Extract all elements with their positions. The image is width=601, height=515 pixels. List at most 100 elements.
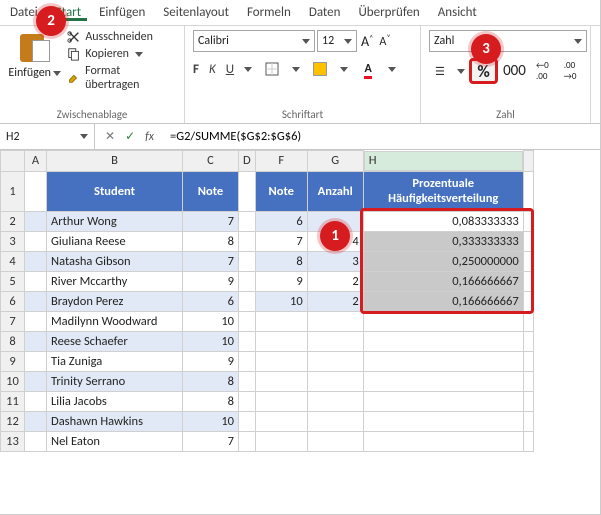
- cell-H10[interactable]: [363, 371, 523, 391]
- formula-input[interactable]: =G2/SUMME($G$2:$G$6): [164, 129, 600, 144]
- rowhead-7[interactable]: 7: [1, 311, 25, 331]
- rowhead-2[interactable]: 2: [1, 211, 25, 231]
- enter-icon[interactable]: ✓: [125, 129, 135, 144]
- increase-decimal-button[interactable]: ←0.00: [530, 60, 554, 82]
- borders-button[interactable]: [260, 58, 284, 80]
- cell-G7[interactable]: [307, 311, 363, 331]
- decrease-font-icon[interactable]: A˅: [377, 33, 392, 49]
- cell-G11[interactable]: [307, 391, 363, 411]
- cell-C6[interactable]: 6: [183, 291, 239, 311]
- cell-C7[interactable]: 10: [183, 311, 239, 331]
- colhead-G[interactable]: G: [307, 151, 363, 172]
- rowhead-4[interactable]: 4: [1, 251, 25, 271]
- currency-button[interactable]: ☰: [429, 60, 453, 82]
- fx-icon[interactable]: fх: [145, 130, 154, 144]
- cell-B10[interactable]: Trinity Serrano: [47, 371, 183, 391]
- rowhead-11[interactable]: 11: [1, 391, 25, 411]
- comma-button[interactable]: 000: [502, 60, 526, 82]
- cell-G4[interactable]: 3: [307, 251, 363, 271]
- cancel-icon[interactable]: ✕: [105, 129, 115, 144]
- select-all-corner[interactable]: [1, 151, 25, 172]
- tab-ansicht[interactable]: Ansicht: [438, 5, 477, 20]
- rowhead-9[interactable]: 9: [1, 351, 25, 371]
- cell-B7[interactable]: Madilynn Woodward: [47, 311, 183, 331]
- tab-formeln[interactable]: Formeln: [247, 5, 291, 20]
- cell-F11[interactable]: [255, 391, 307, 411]
- cell-H7[interactable]: [363, 311, 523, 331]
- cell-H5[interactable]: 0,166666667: [363, 271, 523, 291]
- rowhead-3[interactable]: 3: [1, 231, 25, 251]
- cell-C10[interactable]: 8: [183, 371, 239, 391]
- cell-G6[interactable]: 2: [307, 291, 363, 311]
- rowhead-1[interactable]: 1: [1, 171, 25, 211]
- tab-datei[interactable]: Datei: [10, 5, 38, 20]
- colhead-F[interactable]: F: [255, 151, 307, 172]
- font-color-button[interactable]: A: [356, 58, 380, 80]
- cell-F5[interactable]: 9: [255, 271, 307, 291]
- underline-button[interactable]: U: [226, 62, 234, 77]
- cell-B5[interactable]: River Mccarthy: [47, 271, 183, 291]
- colhead-C[interactable]: C: [183, 151, 239, 172]
- rowhead-6[interactable]: 6: [1, 291, 25, 311]
- cell-C2[interactable]: 7: [183, 211, 239, 231]
- cell-G9[interactable]: [307, 351, 363, 371]
- rowhead-12[interactable]: 12: [1, 411, 25, 431]
- spreadsheet-grid[interactable]: A B C D F G H 1 Student Note Note Anzahl…: [0, 150, 534, 452]
- cell-F3[interactable]: 7: [255, 231, 307, 251]
- cell-B12[interactable]: Dashawn Hawkins: [47, 411, 183, 431]
- cell-C13[interactable]: 7: [183, 431, 239, 451]
- copy-button[interactable]: Kopieren: [67, 47, 176, 61]
- cell-H3[interactable]: 0,333333333: [363, 231, 523, 251]
- cell-H4[interactable]: 0,250000000: [363, 251, 523, 271]
- cell-B2[interactable]: Arthur Wong: [47, 211, 183, 231]
- rowhead-13[interactable]: 13: [1, 431, 25, 451]
- cell-H6[interactable]: 0,166666667: [363, 291, 523, 311]
- decrease-decimal-button[interactable]: .00→0: [558, 60, 582, 82]
- cell-G12[interactable]: [307, 411, 363, 431]
- cell-C12[interactable]: 10: [183, 411, 239, 431]
- cell-F12[interactable]: [255, 411, 307, 431]
- cell-C3[interactable]: 8: [183, 231, 239, 251]
- bold-button[interactable]: F: [193, 62, 199, 77]
- colhead-D[interactable]: D: [239, 151, 256, 172]
- cell-C8[interactable]: 10: [183, 331, 239, 351]
- fill-color-button[interactable]: [308, 58, 332, 80]
- cell-B11[interactable]: Lilia Jacobs: [47, 391, 183, 411]
- cell-B3[interactable]: Giuliana Reese: [47, 231, 183, 251]
- cell-F6[interactable]: 10: [255, 291, 307, 311]
- cell-H13[interactable]: [363, 431, 523, 451]
- cell-B4[interactable]: Natasha Gibson: [47, 251, 183, 271]
- italic-button[interactable]: K: [209, 62, 216, 77]
- rowhead-10[interactable]: 10: [1, 371, 25, 391]
- cell-C11[interactable]: 8: [183, 391, 239, 411]
- number-format-select[interactable]: Zahl: [429, 30, 587, 52]
- cell-C4[interactable]: 7: [183, 251, 239, 271]
- cell-B8[interactable]: Reese Schaefer: [47, 331, 183, 351]
- cell-H9[interactable]: [363, 351, 523, 371]
- name-box[interactable]: H2: [0, 124, 95, 149]
- cell-B13[interactable]: Nel Eaton: [47, 431, 183, 451]
- cell-F7[interactable]: [255, 311, 307, 331]
- cell-G13[interactable]: [307, 431, 363, 451]
- cell-B6[interactable]: Braydon Perez: [47, 291, 183, 311]
- cell-B9[interactable]: Tia Zuniga: [47, 351, 183, 371]
- cell-F9[interactable]: [255, 351, 307, 371]
- paste-button[interactable]: Einfügen: [8, 30, 61, 80]
- colhead-B[interactable]: B: [47, 151, 183, 172]
- cell-F2[interactable]: 6: [255, 211, 307, 231]
- cell-F4[interactable]: 8: [255, 251, 307, 271]
- increase-font-icon[interactable]: A˄: [359, 33, 375, 50]
- tab-seitenlayout[interactable]: Seitenlayout: [163, 5, 229, 20]
- tab-daten[interactable]: Daten: [309, 5, 341, 20]
- tab-einfuegen[interactable]: Einfügen: [99, 5, 145, 20]
- cell-H12[interactable]: [363, 411, 523, 431]
- cell-H8[interactable]: [363, 331, 523, 351]
- cell-H2[interactable]: 0,083333333: [363, 211, 523, 231]
- cell-C9[interactable]: 9: [183, 351, 239, 371]
- cell-F13[interactable]: [255, 431, 307, 451]
- cut-button[interactable]: Ausschneiden: [67, 30, 176, 44]
- rowhead-5[interactable]: 5: [1, 271, 25, 291]
- rowhead-8[interactable]: 8: [1, 331, 25, 351]
- colhead-A[interactable]: A: [25, 151, 47, 172]
- font-name-select[interactable]: Calibri: [193, 30, 315, 52]
